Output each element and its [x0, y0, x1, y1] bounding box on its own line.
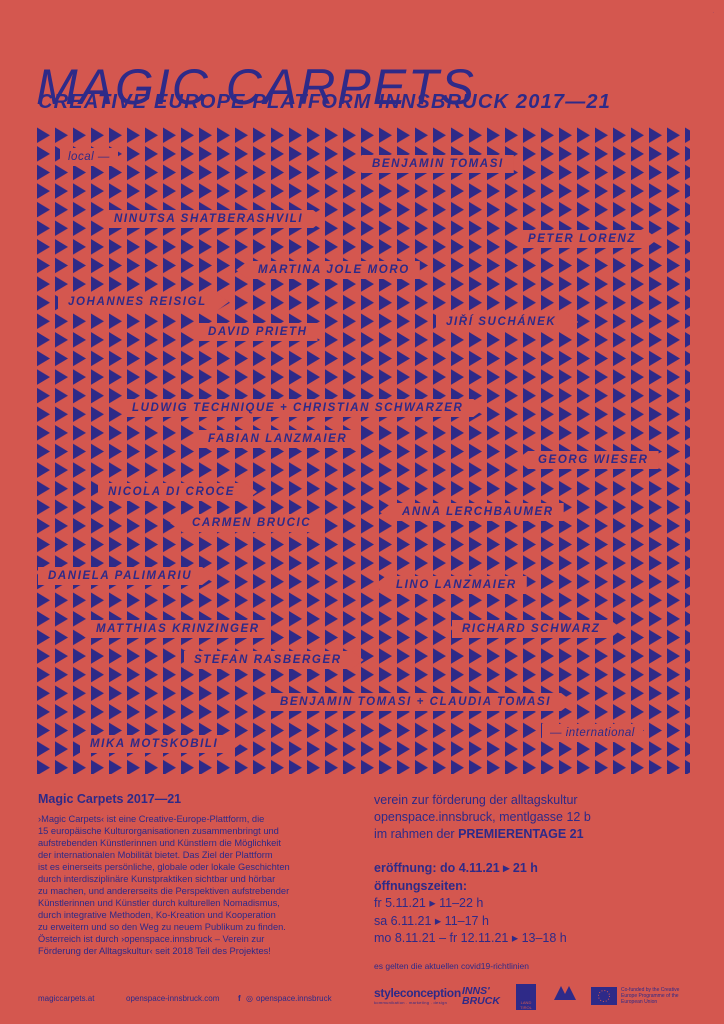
organizer-context: im rahmen der PREMIERENTAGE 21: [374, 827, 584, 841]
info-line: durch integrative Methoden, Ko-Kreation …: [38, 910, 276, 920]
organizer-address: openspace.innsbruck, mentlgasse 12 b: [374, 810, 591, 824]
info-line: 15 europäische Kulturorganisationen zusa…: [38, 826, 279, 836]
footer-links: magiccarpets.at openspace-innsbruck.com …: [38, 994, 332, 1003]
triangle-carpet-pattern: [36, 126, 690, 774]
info-line: aufstrebenden Künstlerinnen und Künstler…: [38, 838, 281, 848]
styleconception-logo: styleconception kommunikation . marketin…: [374, 986, 461, 1005]
innsbruck-logo: INNS' BRUCK: [462, 985, 500, 1007]
corner-mark: ·: [712, 10, 714, 16]
premierentage-label: PREMIERENTAGE 21: [458, 827, 584, 841]
covid-note: es gelten die aktuellen covid19-richtlin…: [374, 961, 529, 971]
info-heading: Magic Carpets 2017—21: [38, 792, 182, 806]
website-link[interactable]: magiccarpets.at: [38, 994, 95, 1003]
opening-time: eröffnung: do 4.11.21 ▸ 21 h: [374, 861, 538, 875]
organizer-block: verein zur förderung der alltagskultur o…: [374, 792, 591, 843]
hours-line: fr 5.11.21 ▸ 11–22 h: [374, 896, 484, 910]
hours-heading: öffnungszeiten:: [374, 878, 468, 893]
info-body: ›Magic Carpets‹ ist eine Creative-Europe…: [38, 813, 338, 957]
instagram-icon[interactable]: ◎: [246, 994, 253, 1003]
info-line: zu erweitern und so den Weg zu neuem Pub…: [38, 922, 286, 932]
info-line: Künstlerinnen und Künstler durch kulture…: [38, 898, 280, 908]
info-line: durch interdisziplinäre Kunstpraktiken s…: [38, 874, 276, 884]
eu-flag-icon: [591, 987, 617, 1005]
openspace-logo: [554, 986, 576, 1001]
hours-line: sa 6.11.21 ▸ 11–17 h: [374, 913, 489, 928]
organizer-line: verein zur förderung der alltagskultur: [374, 793, 578, 807]
poster-subtitle: CREATIVE EUROPE PLATFORM INNSBRUCK 2017—…: [38, 91, 612, 113]
info-line: der internationalen Mobilität bietet. Da…: [38, 850, 273, 860]
info-line: ist es einerseits persönliche, globale o…: [38, 862, 290, 872]
info-line: Österreich ist durch ›openspace.innsbruc…: [38, 934, 265, 944]
eu-funding-note: Co-funded by the Creative Europe Program…: [621, 987, 680, 1005]
facebook-icon[interactable]: f: [238, 994, 241, 1003]
land-tirol-logo: LAND TIROL: [516, 984, 536, 1010]
poster-title: MAGIC CARPETS: [36, 58, 476, 115]
social-handle[interactable]: openspace.innsbruck: [256, 994, 332, 1003]
hours-line: mo 8.11.21 – fr 12.11.21 ▸ 13–18 h: [374, 931, 567, 945]
website-link[interactable]: openspace-innsbruck.com: [126, 994, 220, 1003]
info-line: ›Magic Carpets‹ ist eine Creative-Europe…: [38, 814, 265, 824]
info-line: zu machen, und andererseits die Perspekt…: [38, 886, 290, 896]
info-line: Förderung der Alltagskultur‹ seit 2018 T…: [38, 946, 271, 956]
schedule-block: eröffnung: do 4.11.21 ▸ 21 h öffnungszei…: [374, 860, 567, 948]
